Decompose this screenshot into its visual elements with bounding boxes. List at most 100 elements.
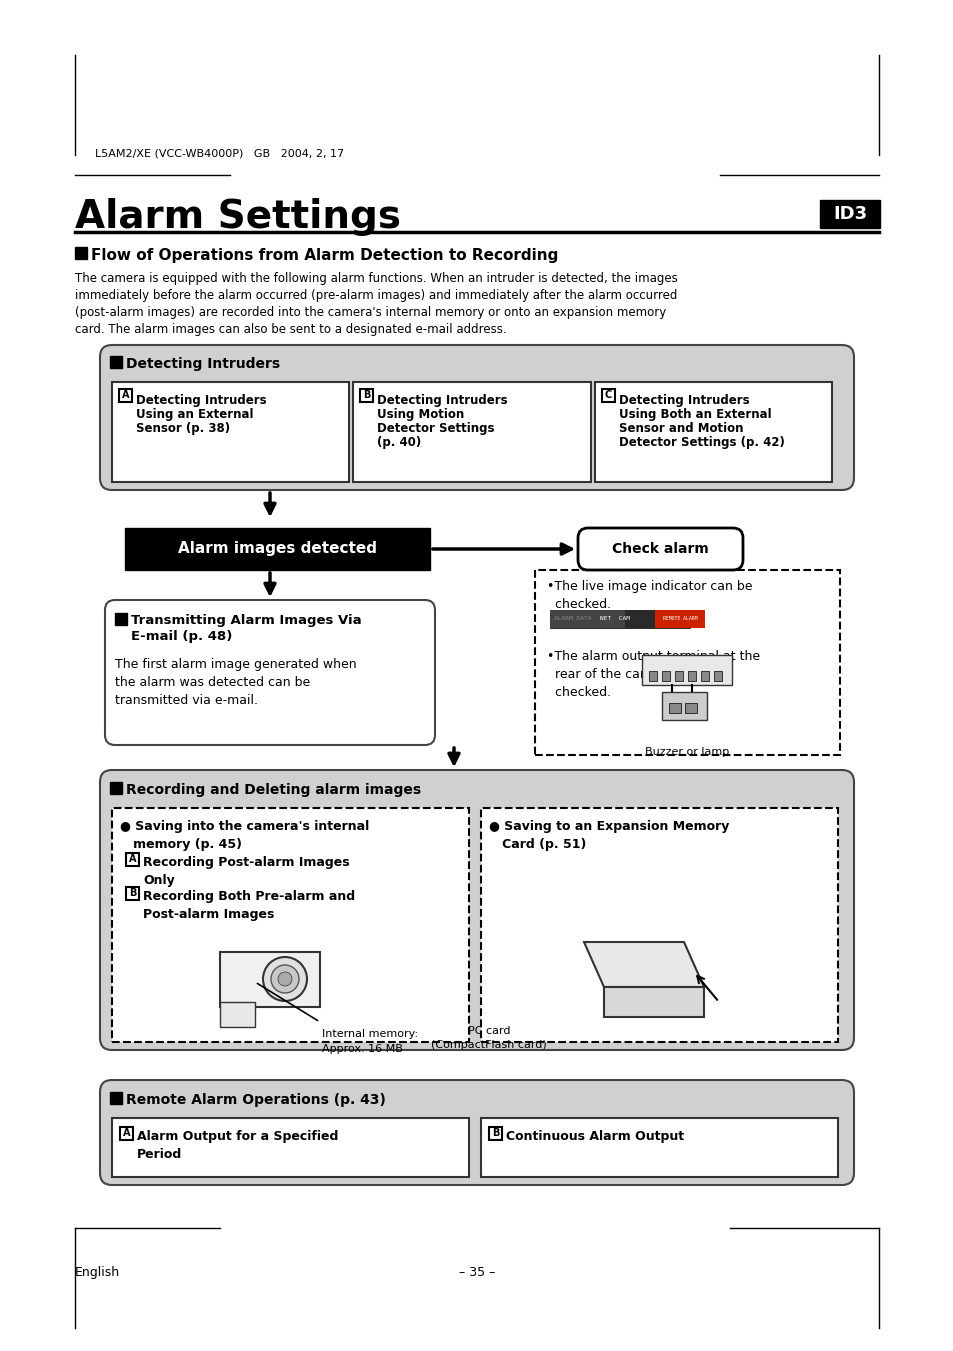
- Bar: [480, 1119, 837, 1177]
- Text: the alarm was detected can be: the alarm was detected can be: [115, 676, 310, 689]
- Text: Internal memory:: Internal memory:: [322, 1029, 417, 1039]
- Circle shape: [277, 971, 292, 986]
- Bar: [112, 808, 469, 1042]
- Text: transmitted via e-mail.: transmitted via e-mail.: [115, 694, 257, 707]
- Text: Using an External: Using an External: [136, 408, 253, 422]
- Text: Approx. 16 MB: Approx. 16 MB: [322, 1044, 402, 1054]
- Text: Detector Settings (p. 42): Detector Settings (p. 42): [618, 436, 783, 449]
- Text: memory (p. 45): memory (p. 45): [120, 838, 242, 851]
- Text: English: English: [75, 1266, 120, 1279]
- Bar: [535, 570, 840, 755]
- Bar: [489, 1127, 501, 1140]
- Text: Sensor and Motion: Sensor and Motion: [618, 422, 742, 435]
- FancyBboxPatch shape: [100, 345, 853, 490]
- Text: Card (p. 51): Card (p. 51): [489, 838, 586, 851]
- Text: Detecting Intruders: Detecting Intruders: [618, 394, 748, 407]
- Text: immediately before the alarm occurred (pre-alarm images) and immediately after t: immediately before the alarm occurred (p…: [75, 289, 677, 303]
- Text: Alarm Settings: Alarm Settings: [75, 199, 400, 236]
- Circle shape: [271, 965, 298, 993]
- Text: checked.: checked.: [546, 686, 611, 698]
- Text: Period: Period: [137, 1148, 182, 1161]
- Bar: [550, 611, 624, 628]
- Bar: [480, 808, 837, 1042]
- Text: Recording Post-alarm Images: Recording Post-alarm Images: [143, 857, 349, 869]
- Bar: [115, 613, 127, 626]
- Polygon shape: [583, 942, 703, 988]
- Text: PC card: PC card: [467, 1025, 510, 1036]
- Bar: [125, 528, 430, 570]
- Text: E-mail (p. 48): E-mail (p. 48): [131, 630, 233, 643]
- Bar: [700, 671, 708, 681]
- Text: Transmitting Alarm Images Via: Transmitting Alarm Images Via: [131, 613, 361, 627]
- FancyBboxPatch shape: [100, 770, 853, 1050]
- Text: Check alarm: Check alarm: [612, 542, 708, 557]
- FancyBboxPatch shape: [578, 528, 742, 570]
- Text: Recording and Deleting alarm images: Recording and Deleting alarm images: [126, 784, 420, 797]
- Polygon shape: [603, 988, 703, 1017]
- Text: Post-alarm Images: Post-alarm Images: [143, 908, 274, 921]
- Bar: [661, 671, 669, 681]
- Bar: [119, 389, 132, 403]
- Bar: [353, 382, 590, 482]
- Text: ALARM DATA: ALARM DATA: [554, 616, 591, 621]
- Bar: [648, 671, 657, 681]
- Text: B: B: [363, 390, 370, 400]
- Text: Sensor (p. 38): Sensor (p. 38): [136, 422, 230, 435]
- Text: The camera is equipped with the following alarm functions. When an intruder is d: The camera is equipped with the followin…: [75, 272, 677, 285]
- Bar: [641, 655, 731, 685]
- Text: B: B: [129, 889, 136, 898]
- Bar: [820, 200, 879, 228]
- Text: NET  CAM: NET CAM: [599, 616, 629, 621]
- Text: The first alarm image generated when: The first alarm image generated when: [115, 658, 356, 671]
- Text: Flow of Operations from Alarm Detection to Recording: Flow of Operations from Alarm Detection …: [91, 249, 558, 263]
- Text: – 35 –: – 35 –: [458, 1266, 495, 1279]
- Text: Using Both an External: Using Both an External: [618, 408, 770, 422]
- Bar: [687, 671, 696, 681]
- FancyBboxPatch shape: [105, 600, 435, 744]
- Text: A: A: [122, 390, 129, 400]
- Text: Detecting Intruders: Detecting Intruders: [126, 357, 280, 372]
- Text: rear of the camera can be: rear of the camera can be: [546, 667, 719, 681]
- Bar: [126, 888, 139, 900]
- Text: card. The alarm images can also be sent to a designated e-mail address.: card. The alarm images can also be sent …: [75, 323, 506, 336]
- Text: Using Motion: Using Motion: [377, 408, 464, 422]
- Bar: [120, 1127, 132, 1140]
- Bar: [110, 357, 122, 367]
- Bar: [713, 671, 721, 681]
- Text: Detecting Intruders: Detecting Intruders: [377, 394, 507, 407]
- Circle shape: [263, 957, 307, 1001]
- Text: B: B: [492, 1128, 498, 1139]
- Text: Recording Both Pre-alarm and: Recording Both Pre-alarm and: [143, 890, 355, 902]
- Bar: [110, 1092, 122, 1104]
- Bar: [594, 382, 831, 482]
- Bar: [112, 382, 349, 482]
- Text: Continuous Alarm Output: Continuous Alarm Output: [505, 1129, 683, 1143]
- Text: (CompactFlash card): (CompactFlash card): [431, 1040, 546, 1050]
- Bar: [220, 1002, 254, 1027]
- Text: REMOTE ALARM: REMOTE ALARM: [662, 616, 697, 621]
- Text: (p. 40): (p. 40): [377, 436, 421, 449]
- Text: Remote Alarm Operations (p. 43): Remote Alarm Operations (p. 43): [126, 1093, 385, 1106]
- Text: C: C: [604, 390, 611, 400]
- Bar: [655, 611, 704, 628]
- Text: Only: Only: [143, 874, 174, 888]
- Bar: [75, 247, 87, 259]
- Bar: [675, 671, 682, 681]
- Bar: [684, 703, 697, 713]
- Text: ID3: ID3: [832, 205, 866, 223]
- Text: L5AM2/XE (VCC-WB4000P)   GB   2004, 2, 17: L5AM2/XE (VCC-WB4000P) GB 2004, 2, 17: [95, 149, 344, 158]
- Bar: [661, 692, 706, 720]
- Text: •The live image indicator can be: •The live image indicator can be: [546, 580, 752, 593]
- Bar: [668, 703, 680, 713]
- Text: ● Saving into the camera's internal: ● Saving into the camera's internal: [120, 820, 369, 834]
- Text: (post-alarm images) are recorded into the camera's internal memory or onto an ex: (post-alarm images) are recorded into th…: [75, 305, 665, 319]
- Text: Alarm Output for a Specified: Alarm Output for a Specified: [137, 1129, 338, 1143]
- Text: ● Saving to an Expansion Memory: ● Saving to an Expansion Memory: [489, 820, 729, 834]
- Text: A: A: [123, 1128, 131, 1139]
- FancyBboxPatch shape: [100, 1079, 853, 1185]
- Text: Detecting Intruders: Detecting Intruders: [136, 394, 266, 407]
- Text: checked.: checked.: [546, 598, 611, 611]
- Text: Detector Settings: Detector Settings: [377, 422, 495, 435]
- Bar: [550, 611, 689, 628]
- Text: Buzzer or lamp: Buzzer or lamp: [644, 747, 728, 757]
